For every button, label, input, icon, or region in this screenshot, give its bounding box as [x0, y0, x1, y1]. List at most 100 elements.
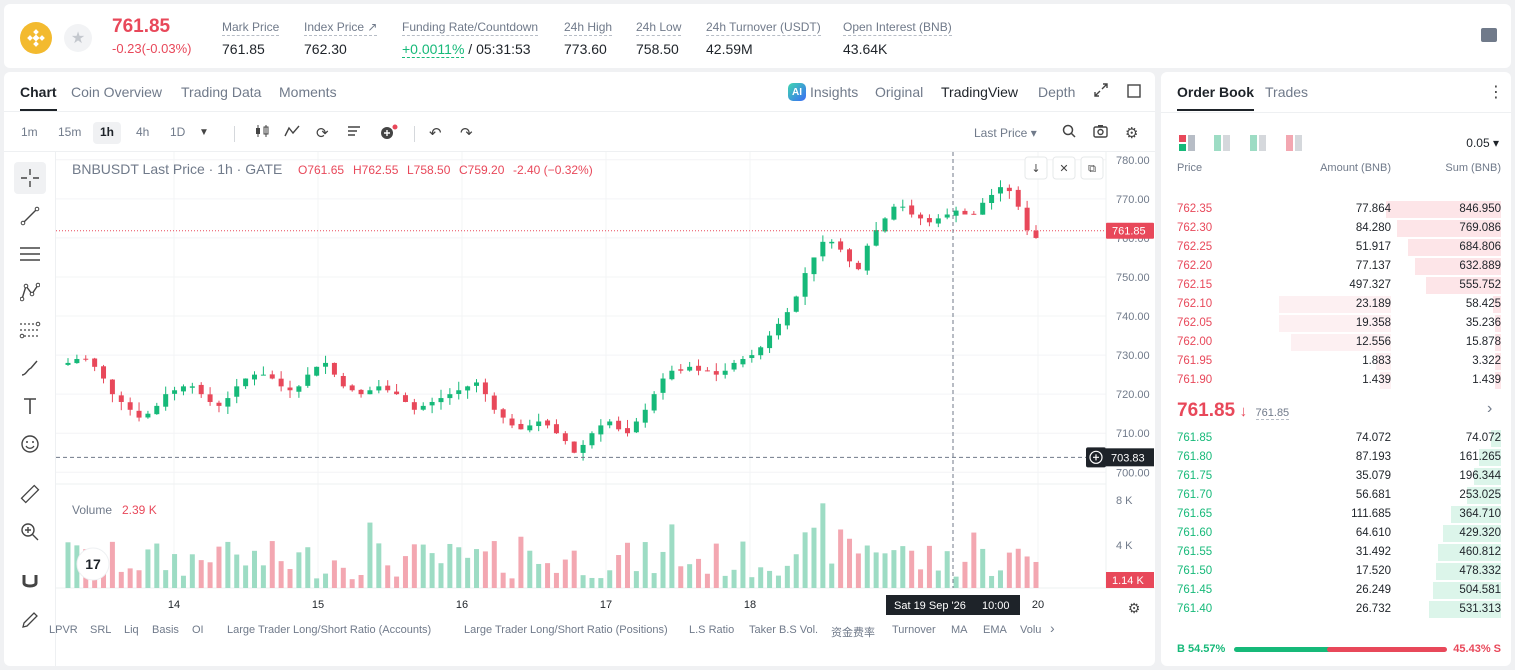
window-icon[interactable]: [1127, 84, 1141, 101]
tab-insights[interactable]: Insights: [810, 84, 859, 100]
indicator-item[interactable]: Liq: [124, 624, 139, 636]
price-chart[interactable]: 780.00770.00760.00750.00740.00730.00720.…: [56, 152, 1155, 618]
bid-row[interactable]: 761.55 31.492 460.812: [1161, 543, 1511, 562]
indicator-item[interactable]: OI: [192, 624, 204, 636]
indicators-icon[interactable]: [284, 124, 300, 142]
timeframe-dropdown-icon[interactable]: ▼: [199, 127, 209, 138]
camera-icon[interactable]: [1093, 124, 1108, 142]
ask-row[interactable]: 762.05 19.358 35.236: [1161, 314, 1511, 333]
guide-book-icon[interactable]: [1481, 28, 1497, 42]
add-alert-icon[interactable]: [379, 124, 399, 144]
bid-row[interactable]: 761.45 26.249 504.581: [1161, 581, 1511, 600]
tab-tradingview[interactable]: TradingView: [941, 84, 1019, 100]
precision-select[interactable]: 0.05 ▾: [1466, 136, 1499, 150]
scroll-right-icon[interactable]: ›: [1050, 620, 1055, 636]
stat-mark-price[interactable]: Mark Price 761.85: [222, 20, 280, 57]
view-sells-icon[interactable]: [1286, 135, 1304, 154]
ask-row[interactable]: 762.20 77.137 632.889: [1161, 257, 1511, 276]
ask-row[interactable]: 761.95 1.883 3.322: [1161, 352, 1511, 371]
parallel-channel-icon[interactable]: [14, 238, 46, 270]
trend-line-icon[interactable]: [14, 200, 46, 232]
view-both-icon[interactable]: [1179, 135, 1197, 154]
mid-price[interactable]: 761.85 ↓ 761.85: [1177, 400, 1290, 422]
ask-row[interactable]: 762.15 497.327 555.752: [1161, 276, 1511, 295]
volume-bar: [1006, 552, 1012, 588]
indicator-item[interactable]: Turnover: [892, 624, 936, 636]
ask-row[interactable]: 762.30 84.280 769.086: [1161, 219, 1511, 238]
row-amount: 23.189: [1355, 298, 1391, 310]
timeframe-15m[interactable]: 15m: [58, 125, 82, 139]
timeframe-4h[interactable]: 4h: [136, 125, 150, 139]
volume-bar: [980, 548, 986, 588]
settings-gear-icon[interactable]: ⚙: [1125, 125, 1139, 142]
tab-depth[interactable]: Depth: [1038, 84, 1076, 100]
emoji-icon[interactable]: [14, 428, 46, 460]
view-asks-icon[interactable]: [1250, 135, 1268, 154]
bid-row[interactable]: 761.60 64.610 429.320: [1161, 524, 1511, 543]
indicator-item[interactable]: 资金费率: [831, 627, 875, 639]
amount-bar: [1279, 315, 1391, 332]
tab-moments[interactable]: Moments: [279, 84, 337, 100]
indicator-item[interactable]: SRL: [90, 624, 112, 636]
ask-row[interactable]: 762.00 12.556 15.878: [1161, 333, 1511, 352]
timeframe-1h[interactable]: 1h: [93, 122, 122, 144]
templates-icon[interactable]: [347, 124, 361, 142]
search-icon[interactable]: [1062, 124, 1076, 142]
ask-row[interactable]: 762.25 51.917 684.806: [1161, 238, 1511, 257]
stat-index-price[interactable]: Index Price ↗ 762.30: [304, 20, 378, 57]
indicator-item[interactable]: MA: [951, 624, 968, 636]
magnet-icon[interactable]: [14, 566, 46, 598]
indicator-item[interactable]: Large Trader Long/Short Ratio (Accounts): [227, 624, 432, 636]
bid-row[interactable]: 761.50 17.520 478.332: [1161, 562, 1511, 581]
candle-body: [216, 402, 222, 406]
indicator-item[interactable]: Taker B.S Vol.: [749, 624, 819, 636]
tab-coin-overview[interactable]: Coin Overview: [71, 84, 163, 100]
chevron-right-icon[interactable]: ›: [1487, 400, 1493, 417]
bid-row[interactable]: 761.75 35.079 196.344: [1161, 467, 1511, 486]
bid-row[interactable]: 761.85 74.072 74.072: [1161, 429, 1511, 448]
candle-body: [287, 387, 293, 391]
view-bids-icon[interactable]: [1214, 135, 1232, 154]
crosshair-plus-icon: [1089, 450, 1103, 464]
indicator-item[interactable]: LPVR: [49, 624, 78, 636]
tab-trades[interactable]: Trades: [1265, 84, 1309, 100]
indicator-item[interactable]: Volu: [1020, 624, 1042, 636]
tab-chart[interactable]: Chart: [20, 84, 57, 111]
pencil-lock-icon[interactable]: [14, 604, 46, 636]
volume-bar: [793, 554, 799, 588]
price-type-select[interactable]: Last Price ▾: [974, 126, 1037, 140]
refresh-icon[interactable]: ⟳: [316, 125, 329, 142]
bid-row[interactable]: 761.65 111.685 364.710: [1161, 505, 1511, 524]
undo-icon[interactable]: ↶: [429, 125, 442, 142]
indicator-item[interactable]: EMA: [983, 624, 1007, 636]
more-options-icon[interactable]: ⋮: [1488, 84, 1504, 101]
timeframe-1d[interactable]: 1D: [170, 125, 186, 139]
tab-trading-data[interactable]: Trading Data: [181, 84, 262, 100]
crosshair-icon[interactable]: [14, 162, 46, 194]
candle-type-icon[interactable]: [254, 124, 270, 142]
timeframe-1m[interactable]: 1m: [21, 125, 38, 139]
time-axis-label: 17: [600, 599, 612, 611]
tab-original[interactable]: Original: [875, 84, 924, 100]
indicator-item[interactable]: L.S Ratio: [689, 624, 735, 636]
brush-icon[interactable]: [14, 352, 46, 384]
stat-funding-rate[interactable]: Funding Rate/Countdown +0.0011% / 05:31:5…: [402, 20, 539, 58]
fib-retracement-icon[interactable]: [14, 314, 46, 346]
indicator-item[interactable]: Large Trader Long/Short Ratio (Positions…: [464, 624, 668, 636]
fullscreen-icon[interactable]: [1094, 83, 1108, 100]
bid-row[interactable]: 761.80 87.193 161.265: [1161, 448, 1511, 467]
pattern-icon[interactable]: [14, 276, 46, 308]
ask-row[interactable]: 762.35 77.864 846.950: [1161, 200, 1511, 219]
maximize-pane-icon-frame: [1080, 156, 1104, 180]
favorite-star-icon[interactable]: ★: [64, 24, 92, 52]
ruler-icon[interactable]: [14, 478, 46, 510]
tab-order-book[interactable]: Order Book: [1177, 84, 1255, 111]
text-tool-icon[interactable]: [14, 390, 46, 422]
bid-row[interactable]: 761.70 56.681 253.025: [1161, 486, 1511, 505]
ask-row[interactable]: 762.10 23.189 58.425: [1161, 295, 1511, 314]
zoom-in-icon[interactable]: [14, 516, 46, 548]
bid-row[interactable]: 761.40 26.732 531.313: [1161, 600, 1511, 619]
indicator-item[interactable]: Basis: [152, 624, 179, 636]
redo-icon[interactable]: ↷: [460, 125, 473, 142]
ask-row[interactable]: 761.90 1.439 1.439: [1161, 371, 1511, 390]
